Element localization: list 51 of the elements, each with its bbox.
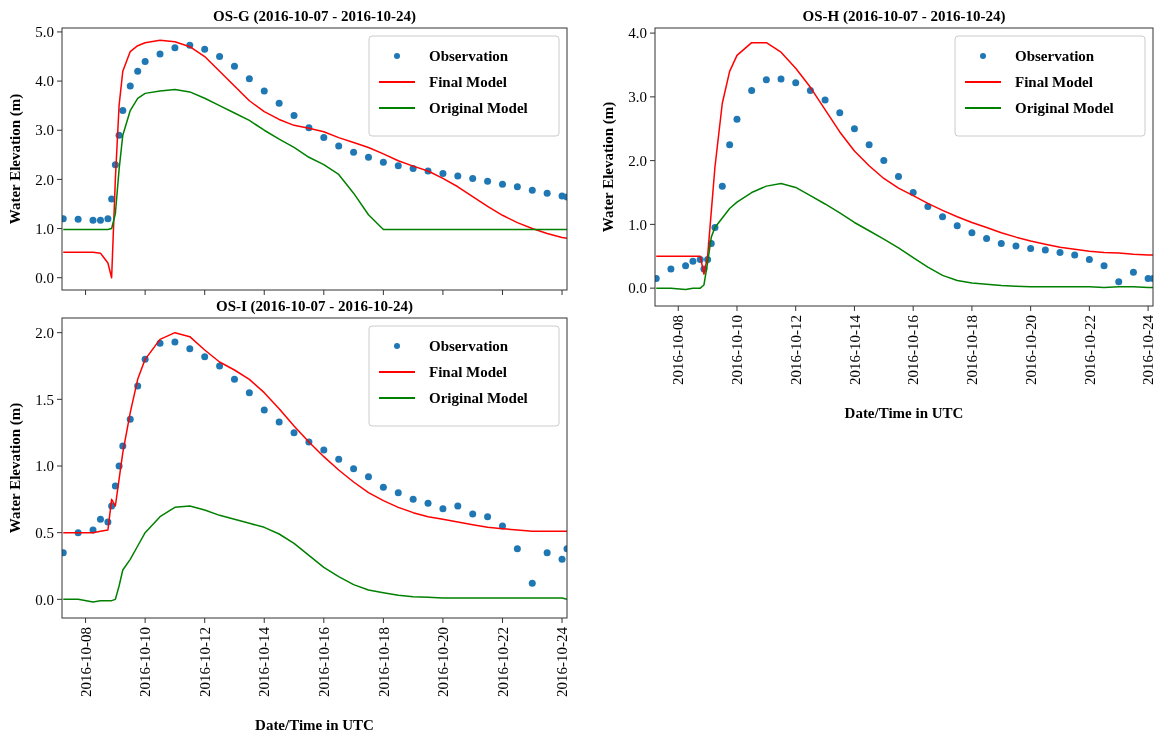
x-tick-label: 2016-10-12 — [196, 627, 213, 697]
y-tick-label: 0.0 — [35, 591, 54, 608]
chart-title: OS-I (2016-10-07 - 2016-10-24) — [215, 298, 414, 315]
y-tick-label: 5.0 — [35, 24, 54, 41]
y-tick-label: 2.0 — [35, 324, 54, 341]
y-tick-label: 2.0 — [35, 171, 54, 188]
x-tick-label: 2016-10-10 — [729, 315, 746, 385]
y-axis-title: Water Elevation (m) — [7, 402, 24, 534]
x-tick-label: 2016-10-16 — [316, 626, 333, 697]
y-axis-title: Water Elevation (m) — [600, 101, 617, 233]
legend-label: Original Model — [1015, 100, 1114, 117]
x-tick-label: 2016-10-22 — [1081, 315, 1098, 385]
legend-label: Observation — [429, 338, 509, 355]
y-tick-label: 1.0 — [35, 458, 54, 475]
x-tick-label: 2016-10-18 — [964, 315, 981, 385]
legend-label: Original Model — [429, 390, 528, 407]
y-tick-label: 1.0 — [628, 216, 647, 233]
x-tick-label: 2016-10-18 — [375, 627, 392, 697]
legend-label: Original Model — [429, 100, 528, 117]
y-tick-label: 2.0 — [628, 152, 647, 169]
x-tick-label: 2016-10-12 — [787, 315, 804, 385]
x-tick-label: 2016-10-20 — [435, 627, 452, 697]
x-axis-title: Date/Time in UTC — [844, 405, 964, 421]
x-tick-label: 2016-10-08 — [670, 315, 687, 385]
y-tick-label: 0.5 — [35, 524, 54, 541]
x-tick-label: 2016-10-22 — [494, 627, 511, 697]
legend-label: Observation — [429, 48, 509, 65]
legend-label: Final Model — [429, 74, 507, 91]
x-axis-title: Date/Time in UTC — [255, 717, 374, 733]
legend-label: Final Model — [429, 364, 507, 381]
x-tick-label: 2016-10-20 — [1022, 315, 1039, 385]
y-tick-label: 0.0 — [35, 269, 54, 286]
y-tick-label: 3.0 — [35, 122, 54, 139]
x-tick-label: 2016-10-08 — [77, 627, 94, 697]
x-tick-label: 2016-10-16 — [905, 314, 922, 385]
x-tick-label: 2016-10-24 — [1140, 314, 1157, 385]
y-axis-title: Water Elevation (m) — [7, 93, 24, 225]
legend-label: Observation — [1015, 48, 1095, 65]
y-tick-label: 4.0 — [628, 25, 647, 42]
chart-title: OS-G (2016-10-07 - 2016-10-24) — [213, 8, 416, 25]
y-tick-label: 3.0 — [628, 89, 647, 106]
y-tick-label: 0.0 — [628, 280, 647, 297]
x-tick-label: 2016-10-14 — [846, 314, 863, 385]
x-tick-label: 2016-10-14 — [256, 626, 273, 697]
x-tick-label: 2016-10-24 — [554, 626, 571, 697]
y-tick-label: 1.0 — [35, 220, 54, 237]
y-tick-label: 4.0 — [35, 73, 54, 90]
y-tick-label: 1.5 — [35, 391, 54, 408]
legend-label: Final Model — [1015, 74, 1093, 91]
chart-title: OS-H (2016-10-07 - 2016-10-24) — [802, 8, 1006, 25]
x-tick-label: 2016-10-10 — [137, 627, 154, 697]
